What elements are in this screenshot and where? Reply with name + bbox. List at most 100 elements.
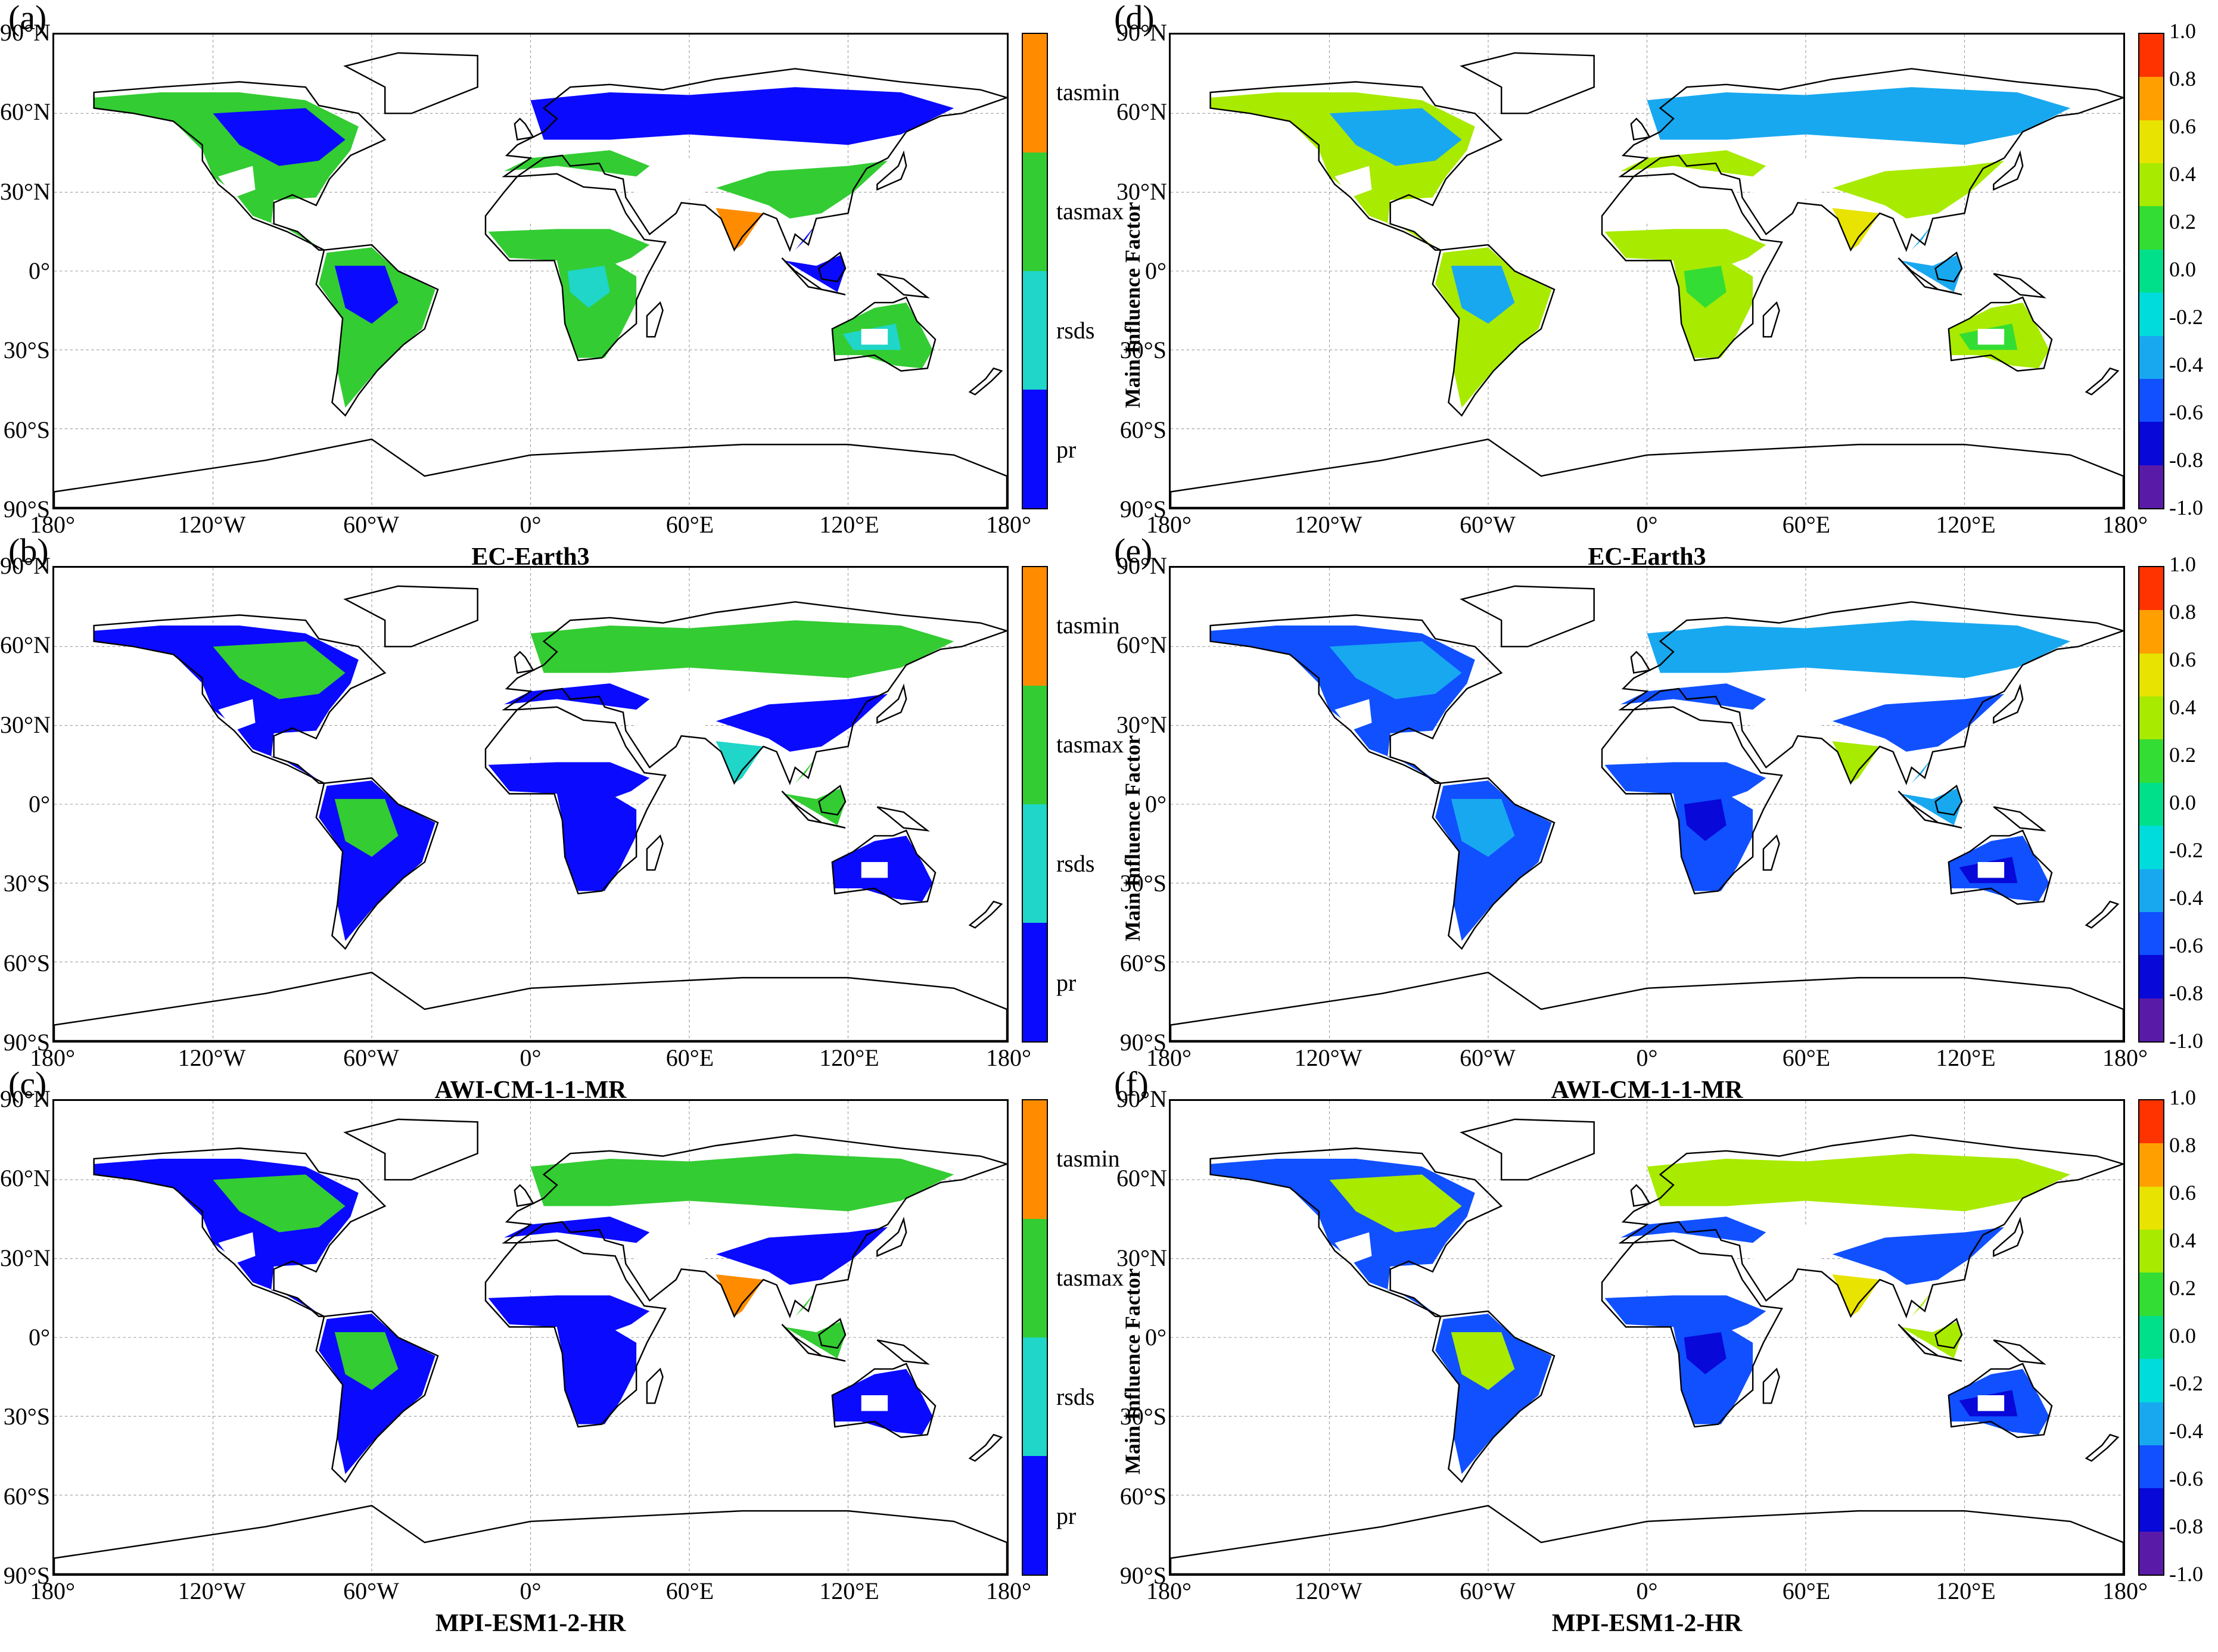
unshaded-region (1753, 1217, 1939, 1272)
factor-label: tasmin (1056, 612, 1120, 639)
shaded-region (1647, 87, 2071, 145)
shaded-region (1329, 108, 1462, 166)
lat-tick-label: 0° (1145, 1324, 1166, 1351)
coastline-indonesia (1897, 1324, 1962, 1362)
colorbar-segment (2139, 1402, 2163, 1445)
shaded-region (334, 1332, 399, 1390)
unshaded-region (1977, 862, 2005, 878)
correlation-tick-label: 1.0 (2169, 552, 2196, 576)
shaded-region (213, 1174, 346, 1233)
unshaded-region (218, 699, 256, 731)
lon-tick-label: 60°E (665, 1578, 714, 1604)
coastline-madagascar (1762, 1367, 1780, 1404)
correlation-tick-label: -0.2 (2169, 1371, 2203, 1395)
coastline-japan (876, 150, 907, 191)
coastline-europe-asia (502, 601, 1007, 786)
correlation-tick-label: -0.8 (2169, 1514, 2203, 1538)
lon-tick-label: 60°E (665, 1044, 714, 1071)
correlation-tick-label: 0.0 (2169, 791, 2196, 814)
factor-label: pr (1056, 1502, 1077, 1529)
colorbar-segment (2139, 77, 2163, 120)
coastline-new-zealand (968, 1433, 1003, 1462)
shaded-region (488, 229, 650, 266)
coastline-north-america (1209, 81, 1503, 251)
coastline-south-america (315, 777, 439, 950)
lon-tick-label: 0° (519, 1578, 542, 1604)
coastline-greenland (343, 52, 478, 114)
correlation-tick-label: -0.4 (2169, 886, 2203, 910)
lon-tick-label: 120°W (1294, 1044, 1362, 1071)
coastline-greenland (1460, 52, 1595, 114)
shaded-region (716, 208, 764, 250)
correlation-colorbar (2138, 1099, 2164, 1576)
correlation-tick-label: -1.0 (2169, 496, 2203, 519)
unshaded-region (218, 166, 256, 198)
coastline-australia (1948, 1362, 2053, 1438)
colorbar-segment (2139, 1359, 2163, 1402)
panel-b: (b) 90°N 60°N 30°N 0° 30°S 60°S 90°S 180° 120°W 60… (0, 531, 1124, 1104)
coastline-new-guinea (1993, 273, 2046, 298)
map-area (52, 566, 1009, 1043)
lon-tick-label: 0° (1636, 1578, 1658, 1604)
lat-tick-label: 60°S (1119, 1482, 1166, 1510)
colorbar-segment (1023, 567, 1047, 686)
correlation-tick-label: 0.4 (2169, 695, 2196, 719)
lon-tick-label: 120°E (1936, 1044, 1996, 1071)
world-map (1171, 35, 2123, 508)
lon-tick-label: 120°E (819, 1578, 879, 1604)
shaded-region (213, 641, 346, 699)
coastline-europe-asia (1618, 1134, 2123, 1319)
lat-tick-label: 0° (1145, 257, 1166, 284)
coastline-new-guinea (876, 1339, 930, 1365)
coastline-indonesia (781, 1324, 846, 1362)
colorbar-segment (2139, 335, 2163, 379)
shaded-region (1647, 1153, 2071, 1212)
coastline-new-zealand (968, 900, 1003, 929)
factor-colorbar (1022, 566, 1048, 1043)
colorbar-segment (1023, 923, 1047, 1041)
factor-label: rsds (1056, 1383, 1095, 1410)
lon-tick-label: 180° (30, 511, 75, 538)
lat-tick-label: 60°S (3, 1482, 50, 1510)
colorbar-segment (2139, 1273, 2163, 1316)
lon-tick-label: 180° (2102, 1044, 2148, 1071)
correlation-tick-label: 0.6 (2169, 114, 2196, 138)
correlation-tick-label: -0.2 (2169, 305, 2203, 329)
coastline-africa (1601, 1239, 1783, 1428)
coastline-new-guinea (876, 273, 930, 298)
lon-tick-label: 120°W (178, 511, 246, 538)
coastline-borneo (1934, 785, 1963, 816)
colorbar-segment (2139, 378, 2163, 422)
shaded-region (1647, 620, 2071, 679)
coastline-uk (1630, 651, 1651, 674)
lat-tick-label: 60°S (3, 949, 50, 976)
coastline-africa (484, 173, 667, 362)
coastline-madagascar (646, 834, 664, 871)
lon-tick-label: 180° (1146, 1044, 1192, 1071)
unshaded-region (636, 150, 822, 206)
correlation-tick-label: 0.8 (2169, 67, 2196, 91)
coastline-madagascar (646, 1367, 664, 1404)
world-map (54, 568, 1007, 1041)
coastline-europe-asia (502, 1134, 1007, 1319)
lat-tick-label: 90°N (1116, 1085, 1167, 1112)
colorbar-segment (1023, 1219, 1047, 1337)
colorbar-segment (1023, 34, 1047, 153)
panel-letter: (a) (8, 0, 47, 37)
lon-tick-label: 180° (1146, 1578, 1192, 1604)
correlation-tick-label: -1.0 (2169, 1029, 2203, 1053)
unshaded-region (1334, 1232, 1372, 1264)
correlation-tick-label: -1.0 (2169, 1562, 2203, 1586)
unshaded-region (1977, 1395, 2005, 1411)
colorbar-segment (2139, 782, 2163, 826)
coastline-new-zealand (2085, 367, 2120, 396)
colorbar-segment (2139, 249, 2163, 293)
lat-tick-label: 90°N (0, 19, 51, 46)
colorbar-segment (2139, 653, 2163, 697)
lat-tick-label: 30°S (3, 1403, 50, 1430)
coastline-south-america (1432, 244, 1556, 417)
colorbar-segment (1023, 390, 1047, 508)
map-area (1169, 566, 2125, 1043)
unshaded-region (1753, 150, 1939, 206)
coastline-japan (876, 683, 907, 724)
